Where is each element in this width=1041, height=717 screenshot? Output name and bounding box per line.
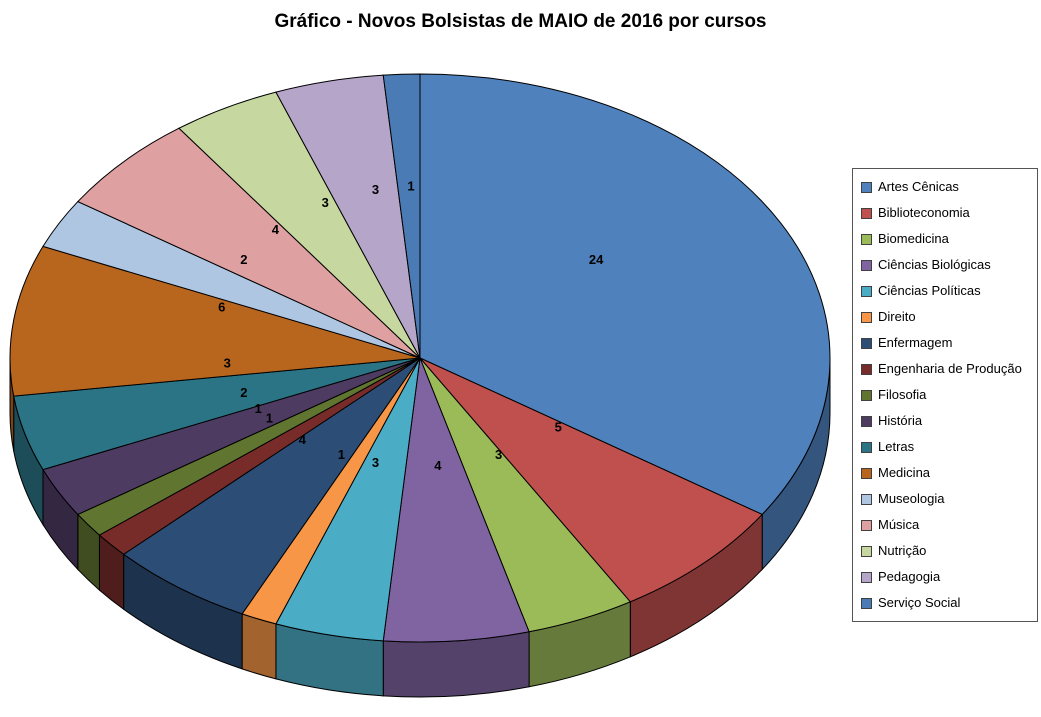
legend-item-nutricao: Nutrição [861,541,1031,561]
slice-value-label-servico-social: 1 [407,179,414,194]
legend-label: Ciências Políticas [878,283,981,298]
legend-swatch-enfermagem [861,337,872,349]
legend-swatch-nutricao [861,545,872,557]
legend-label: História [878,413,923,428]
legend-swatch-servico-social [861,597,872,609]
legend-label: Biblioteconomia [878,205,970,220]
legend-label: Música [878,517,920,532]
pie-slice-medicina [9,245,421,397]
slice-value-label-artes-cenicas: 24 [589,252,604,267]
legend-swatch-artes-cenicas [861,181,872,193]
slice-value-label-filosofia: 1 [255,401,262,416]
slice-value-label-biomedicina: 3 [495,447,502,462]
legend-item-enfermagem: Enfermagem [861,333,1031,353]
legend: Artes Cênicas Biblioteconomia Biomedicina C… [852,168,1038,622]
legend-item-artes-cenicas: Artes Cênicas [861,177,1031,197]
legend-swatch-direito [861,311,872,323]
legend-label: Medicina [878,465,931,480]
legend-label: Artes Cênicas [878,179,959,194]
legend-swatch-filosofia [861,389,872,401]
pie-slice-enfermagem [122,357,421,615]
legend-swatch-ciencias-biologicas [861,259,872,271]
slice-value-label-musica: 4 [272,222,280,237]
legend-item-medicina: Medicina [861,463,1031,483]
slice-value-label-historia: 2 [240,385,247,400]
legend-item-musica: Música [861,515,1031,535]
legend-item-filosofia: Filosofia [861,385,1031,405]
legend-item-pedagogia: Pedagogia [861,567,1031,587]
pie-slice-musica [76,127,421,359]
pie-slice-ciencias-biologicas [382,356,530,643]
slice-value-label-engenharia-de-producao: 1 [266,411,273,426]
legend-item-biblioteconomia: Biblioteconomia [861,203,1031,223]
legend-label: Nutrição [878,543,927,558]
slice-value-label-pedagogia: 3 [372,182,379,197]
legend-swatch-letras [861,441,872,453]
legend-label: Ciências Biológicas [878,257,991,272]
slice-value-label-medicina: 6 [218,300,225,315]
legend-item-ciencias-politicas: Ciências Políticas [861,281,1031,301]
legend-item-letras: Letras [861,437,1031,457]
legend-swatch-musica [861,519,872,531]
slice-value-label-ciencias-politicas: 3 [372,455,379,470]
legend-label: Enfermagem [878,335,953,350]
legend-swatch-historia [861,415,872,427]
legend-label: Engenharia de Produção [878,361,1022,376]
legend-item-direito: Direito [861,307,1031,327]
pie-slice-servico-social [382,73,421,359]
slice-value-label-nutricao: 3 [322,195,329,210]
chart-title: Gráfico - Novos Bolsistas de MAIO de 201… [274,11,767,32]
legend-swatch-biblioteconomia [861,207,872,219]
legend-item-historia: História [861,411,1031,431]
legend-swatch-engenharia-de-producao [861,363,872,375]
legend-swatch-ciencias-politicas [861,285,872,297]
slice-value-label-ciencias-biologicas: 4 [434,458,442,473]
slice-value-label-museologia: 2 [240,252,247,267]
slice-value-label-direito: 1 [338,447,345,462]
legend-item-engenharia-de-producao: Engenharia de Produção [861,359,1031,379]
slice-value-label-letras: 3 [224,356,231,371]
legend-label: Letras [878,439,915,454]
legend-item-biomedicina: Biomedicina [861,229,1031,249]
legend-swatch-museologia [861,493,872,505]
legend-label: Biomedicina [878,231,949,246]
legend-swatch-pedagogia [861,571,872,583]
legend-label: Direito [878,309,916,324]
legend-item-museologia: Museologia [861,489,1031,509]
legend-item-ciencias-biologicas: Ciências Biológicas [861,255,1031,275]
slice-value-label-biblioteconomia: 5 [555,420,562,435]
legend-label: Pedagogia [878,569,941,584]
legend-label: Museologia [878,491,945,506]
pie-rim-direito [241,613,277,680]
pie-slice-biblioteconomia [419,357,764,603]
legend-swatch-medicina [861,467,872,479]
legend-swatch-biomedicina [861,233,872,245]
legend-label: Filosofia [878,387,927,402]
slice-value-label-enfermagem: 4 [299,432,307,447]
legend-label: Serviço Social [878,595,961,610]
legend-item-servico-social: Serviço Social [861,593,1031,613]
